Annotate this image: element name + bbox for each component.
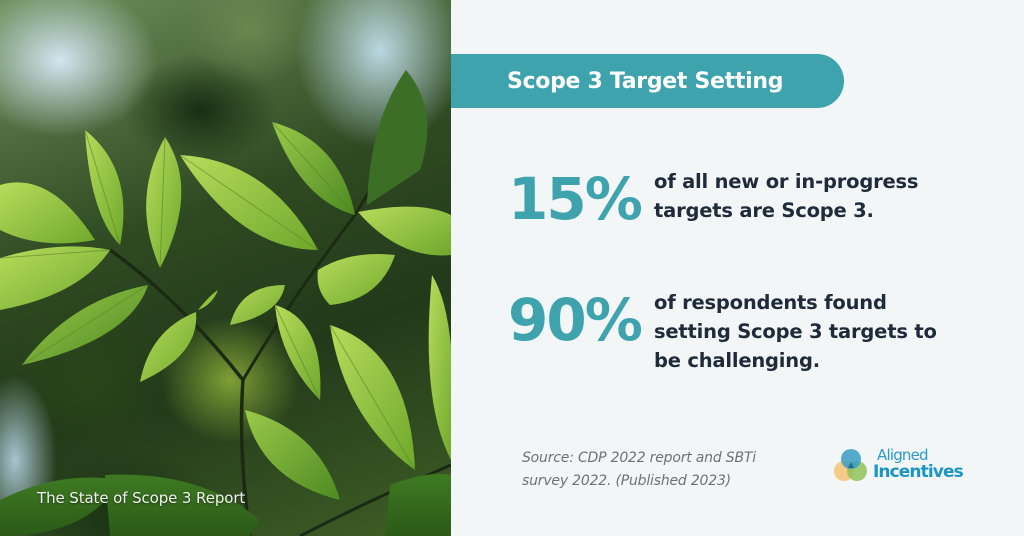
stat-description-line: targets are Scope 3.	[654, 199, 874, 222]
logo-text-aligned: Aligned	[877, 446, 929, 464]
stat-description-line: of respondents found	[654, 291, 887, 314]
source-note: Source: CDP 2022 report and SBTi survey …	[522, 447, 756, 493]
stat-value: 90%	[508, 286, 643, 354]
stat-description: of respondents found setting Scope 3 tar…	[654, 288, 937, 375]
source-line: survey 2022. (Published 2023)	[522, 473, 731, 489]
stat-description-line: of all new or in-progress	[654, 170, 919, 193]
hero-photo: The State of Scope 3 Report	[0, 0, 451, 536]
title-banner: Scope 3 Target Setting	[451, 54, 844, 108]
stat-block-scope3-targets: 15% of all new or in-progress targets ar…	[508, 165, 919, 233]
logo-text-incentives: Incentives	[873, 462, 964, 482]
stat-description-line: setting Scope 3 targets to	[654, 320, 937, 343]
stat-block-challenging: 90% of respondents found setting Scope 3…	[508, 291, 937, 375]
stat-value: 15%	[508, 165, 643, 233]
leaves-illustration	[0, 70, 451, 536]
source-line: Source: CDP 2022 report and SBTi	[522, 450, 756, 466]
stat-description-line: be challenging.	[654, 349, 820, 372]
report-caption: The State of Scope 3 Report	[37, 489, 246, 507]
overlapping-circles-logo-icon	[834, 449, 867, 481]
stat-description: of all new or in-progress targets are Sc…	[654, 167, 919, 225]
page-title: Scope 3 Target Setting	[507, 68, 784, 94]
aligned-incentives-logo: Aligned Incentives	[833, 446, 978, 486]
